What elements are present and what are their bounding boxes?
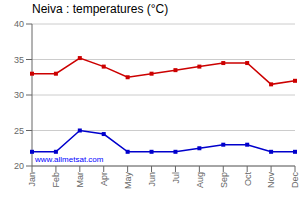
svg-text:Jan: Jan: [27, 172, 37, 187]
svg-text:25: 25: [14, 126, 24, 136]
svg-text:20: 20: [14, 161, 24, 171]
svg-text:Aug: Aug: [195, 172, 205, 188]
svg-text:Oct: Oct: [243, 172, 253, 187]
svg-text:May: May: [123, 172, 133, 190]
svg-text:40: 40: [14, 19, 24, 29]
svg-text:Jun: Jun: [147, 172, 157, 187]
html-text:Neiva : temperatures (°C): Neiva : temperatures (°C): [32, 2, 169, 16]
svg-text:Apr: Apr: [99, 172, 109, 186]
svg-text:Feb: Feb: [51, 172, 61, 188]
svg-text:Jul: Jul: [171, 172, 181, 184]
svg-text:Mar: Mar: [75, 172, 85, 188]
svg-text:35: 35: [14, 55, 24, 65]
svg-text:Sep: Sep: [219, 172, 229, 188]
svg-text:30: 30: [14, 90, 24, 100]
html-text:www.allmetsat.com: www.allmetsat.com: [35, 155, 104, 164]
svg-text:Nov: Nov: [266, 172, 276, 189]
svg-text:Dec: Dec: [290, 172, 300, 189]
